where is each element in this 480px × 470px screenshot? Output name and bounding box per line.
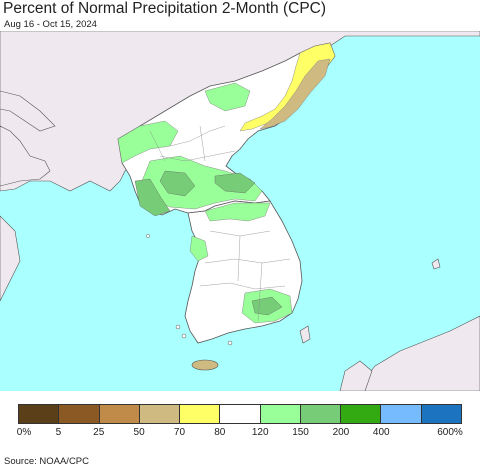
sk-green-west <box>189 235 209 262</box>
island <box>175 324 181 330</box>
legend-label: 400 <box>372 427 390 438</box>
legend-swatch <box>220 405 261 423</box>
japan-oki <box>431 258 441 270</box>
legend-swatch <box>59 405 100 423</box>
nk-green-north <box>204 82 251 112</box>
island <box>146 234 150 238</box>
liaodong-peninsula <box>0 90 56 132</box>
sk-green-north <box>204 202 271 222</box>
legend-swatch <box>260 405 301 423</box>
legend-label: 70 <box>173 427 186 438</box>
legend-label: 50 <box>133 427 145 438</box>
legend-label: 150 <box>292 427 309 438</box>
source-credit: Source: NOAA/CPC <box>4 456 89 467</box>
jeju-island <box>191 359 219 371</box>
nk-yellow-strip <box>239 42 336 132</box>
shandong-peninsula <box>0 125 51 187</box>
legend-labels: 0% 5 25 50 70 80 120 150 200 400 600% <box>0 427 480 441</box>
legend-swatch <box>421 405 461 423</box>
legend-swatch <box>381 405 422 423</box>
legend-swatch <box>341 405 382 423</box>
japan-kyushu <box>339 360 373 391</box>
legend-color-bar <box>18 404 462 424</box>
china-coast-south <box>0 215 21 302</box>
legend-label: 120 <box>251 427 269 438</box>
nk-green-west-coast <box>134 178 171 217</box>
legend-swatch <box>19 405 60 423</box>
japan-tsushima <box>299 325 311 344</box>
legend-label: 5 <box>55 427 62 438</box>
nk-tan-strip <box>259 58 331 130</box>
legend-label: 600% <box>437 427 463 438</box>
legend-label: 25 <box>93 427 105 438</box>
island <box>227 340 233 346</box>
legend-swatch <box>139 405 181 423</box>
legend-label: 80 <box>214 427 226 438</box>
precipitation-map <box>0 31 480 391</box>
japan-honshu <box>354 315 480 391</box>
legend-label: 200 <box>332 427 350 438</box>
legend-swatch <box>300 405 342 423</box>
map-title: Percent of Normal Precipitation 2-Month … <box>3 0 327 17</box>
legend-swatch <box>99 405 140 423</box>
sk-province-lines <box>199 230 291 322</box>
nk-darkgreen-2 <box>214 172 256 194</box>
legend-label: 0% <box>16 427 32 438</box>
island <box>181 333 187 339</box>
nk-province-lines <box>149 125 236 162</box>
legend-swatch <box>180 405 221 423</box>
date-range: Aug 16 - Oct 15, 2024 <box>4 19 97 30</box>
nk-darkgreen-1 <box>159 170 196 197</box>
